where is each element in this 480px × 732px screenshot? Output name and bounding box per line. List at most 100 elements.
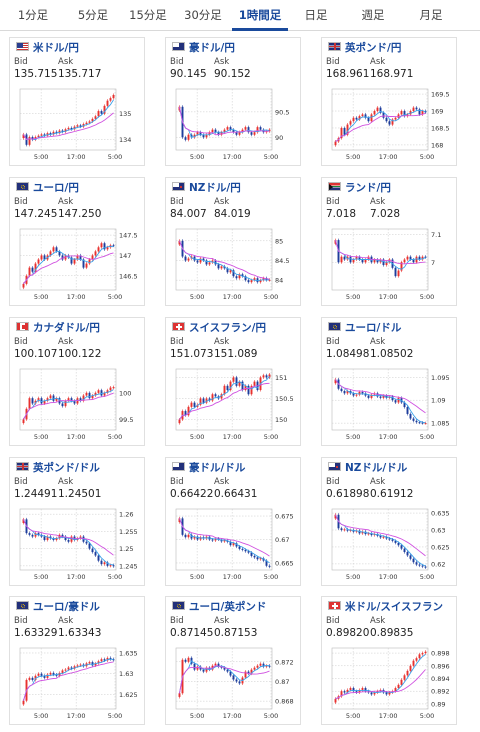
price-chart: 169.5 169 168.5 168 5:00 17:00 5:00 bbox=[324, 86, 456, 163]
tab-timeframe-7[interactable]: 週足 bbox=[361, 8, 385, 22]
bid-label: Bid bbox=[326, 57, 340, 67]
price-chart: 0.872 0.87 0.868 5:00 17:00 5:00 bbox=[168, 645, 300, 722]
candlestick-chart: 169.5 169 168.5 168 5:00 17:00 5:00 bbox=[331, 88, 450, 161]
candle-body bbox=[94, 552, 97, 556]
price-chart: 1.095 1.09 1.085 5:00 17:00 5:00 bbox=[324, 366, 456, 443]
flag-au-icon bbox=[172, 42, 185, 51]
candle-body bbox=[52, 538, 55, 541]
candle-body bbox=[187, 534, 190, 538]
x-tick-label: 5:00 bbox=[420, 293, 435, 301]
rate-card[interactable]: 米ドル/円 Bid Ask 135.715 135.717 135 134 5:00 17:00… bbox=[9, 37, 145, 166]
candle-body bbox=[247, 127, 250, 133]
ask-label: Ask bbox=[58, 477, 74, 487]
flag-ch-icon bbox=[172, 322, 185, 331]
rate-card[interactable]: ユーロ/豪ドル Bid Ask 1.63329 1.63343 1.635 1.63 1.62… bbox=[9, 596, 145, 725]
rate-card-header: 米ドル/スイスフラン bbox=[322, 597, 458, 614]
x-tick-label: 5:00 bbox=[346, 573, 361, 581]
x-tick-label: 5:00 bbox=[190, 433, 205, 441]
candle-body bbox=[424, 651, 427, 654]
rate-card[interactable]: スイスフラン/円 Bid Ask 151.073 151.089 151 150.5 150 5… bbox=[165, 317, 301, 446]
ask-value: 0.89835 bbox=[370, 627, 414, 639]
flag-eu-icon bbox=[16, 182, 29, 191]
flag-gb-icon bbox=[16, 462, 29, 471]
candle-body bbox=[376, 259, 379, 263]
rate-card-header: スイスフラン/円 bbox=[166, 318, 302, 335]
candle-body bbox=[106, 247, 109, 250]
candle-body bbox=[349, 530, 352, 532]
currency-pair-link[interactable]: スイスフラン/円 bbox=[189, 322, 267, 334]
currency-pair-link[interactable]: ユーロ/円 bbox=[33, 182, 79, 194]
price-chart: 0.675 0.67 0.665 5:00 17:00 5:00 bbox=[168, 506, 300, 583]
rate-card[interactable]: 米ドル/スイスフラン Bid Ask 0.89820 0.89835 0.898 0.896… bbox=[321, 596, 457, 725]
flag-za-icon bbox=[328, 182, 341, 191]
rate-card[interactable]: 豪ドル/円 Bid Ask 90.145 90.152 90.5 90 5:00 17:00 5:… bbox=[165, 37, 301, 166]
y-tick-label: 1.09 bbox=[431, 397, 445, 405]
candle-body bbox=[247, 671, 250, 674]
x-tick-label: 5:00 bbox=[108, 153, 123, 161]
tab-timeframe-2[interactable]: 5分足 bbox=[77, 8, 109, 22]
currency-pair-link[interactable]: 豪ドル/ドル bbox=[189, 462, 246, 474]
y-tick-label: 150 bbox=[275, 416, 287, 424]
candle-body bbox=[214, 129, 217, 133]
candle-body bbox=[103, 659, 106, 661]
bid-value: 1.08498 bbox=[326, 348, 370, 360]
candle-body bbox=[178, 693, 181, 697]
candle-body bbox=[214, 663, 217, 666]
rate-card[interactable]: カナダドル/円 Bid Ask 100.107 100.122 100 99.5 5:00 17… bbox=[9, 317, 145, 446]
x-tick-label: 5:00 bbox=[190, 712, 205, 720]
currency-pair-link[interactable]: ユーロ/豪ドル bbox=[33, 601, 100, 613]
candle-body bbox=[43, 400, 46, 404]
tab-timeframe-5[interactable]: 1時間足 bbox=[232, 0, 288, 31]
rate-card-header: ユーロ/ドル bbox=[322, 318, 458, 335]
currency-pair-link[interactable]: ユーロ/英ポンド bbox=[189, 601, 267, 613]
candle-body bbox=[109, 98, 112, 101]
candle-body bbox=[79, 398, 82, 401]
candle-body bbox=[73, 666, 76, 669]
rate-card[interactable]: 豪ドル/ドル Bid Ask 0.66422 0.66431 0.675 0.67 0.665… bbox=[165, 457, 301, 586]
candle-body bbox=[400, 679, 403, 685]
candle-body bbox=[415, 658, 418, 661]
tab-timeframe-6[interactable]: 日足 bbox=[304, 8, 328, 22]
rate-card[interactable]: ユーロ/円 Bid Ask 147.245 147.250 147.5 147 146.5 5:… bbox=[9, 177, 145, 306]
candle-body bbox=[178, 240, 181, 245]
candle-body bbox=[112, 659, 115, 661]
currency-pair-link[interactable]: NZドル/円 bbox=[189, 182, 241, 194]
currency-pair-link[interactable]: 米ドル/スイスフラン bbox=[345, 601, 444, 613]
y-tick-label: 0.63 bbox=[431, 527, 445, 535]
rate-card[interactable]: NZドル/円 Bid Ask 84.007 84.019 85 84.5 84 5:00 17:0… bbox=[165, 177, 301, 306]
currency-pair-link[interactable]: ランド/円 bbox=[345, 182, 391, 194]
candle-body bbox=[187, 406, 190, 416]
rate-card[interactable]: ユーロ/英ポンド Bid Ask 0.87145 0.87153 0.872 0.87 0.8… bbox=[165, 596, 301, 725]
tab-timeframe-1[interactable]: 1分足 bbox=[17, 8, 49, 22]
rate-card[interactable]: 英ポンド/ドル Bid Ask 1.24491 1.24501 1.26 1.255 1.25… bbox=[9, 457, 145, 586]
candle-body bbox=[349, 688, 352, 690]
currency-pair-link[interactable]: ユーロ/ドル bbox=[345, 322, 402, 334]
candle-body bbox=[391, 119, 394, 125]
rate-card[interactable]: 英ポンド/円 Bid Ask 168.961 168.971 169.5 169 168.5 1… bbox=[321, 37, 457, 166]
rate-card[interactable]: ユーロ/ドル Bid Ask 1.08498 1.08502 1.095 1.09 1.085… bbox=[321, 317, 457, 446]
candle-body bbox=[358, 530, 361, 534]
candle-body bbox=[94, 663, 97, 666]
candle-body bbox=[361, 259, 364, 263]
candle-body bbox=[229, 381, 232, 391]
plot-frame bbox=[19, 88, 117, 151]
currency-pair-link[interactable]: カナダドル/円 bbox=[33, 322, 100, 334]
currency-pair-link[interactable]: 豪ドル/円 bbox=[189, 42, 235, 54]
candle-body bbox=[31, 677, 34, 680]
ask-value: 1.08502 bbox=[370, 348, 414, 360]
candle-body bbox=[205, 260, 208, 265]
currency-pair-link[interactable]: 米ドル/円 bbox=[33, 42, 79, 54]
candle-body bbox=[418, 109, 421, 115]
currency-pair-link[interactable]: NZドル/ドル bbox=[345, 462, 408, 474]
tab-timeframe-4[interactable]: 30分足 bbox=[184, 8, 222, 22]
candlestick-chart: 0.872 0.87 0.868 5:00 17:00 5:00 bbox=[175, 647, 294, 720]
currency-pair-link[interactable]: 英ポンド/円 bbox=[345, 42, 402, 54]
tab-timeframe-8[interactable]: 月足 bbox=[419, 8, 443, 22]
x-tick-label: 17:00 bbox=[379, 153, 398, 161]
rate-card[interactable]: NZドル/ドル Bid Ask 0.61898 0.61912 0.635 0.63 0.62… bbox=[321, 457, 457, 586]
y-tick-label: 0.898 bbox=[431, 650, 450, 658]
y-tick-label: 147 bbox=[119, 252, 131, 260]
rate-card[interactable]: ランド/円 Bid Ask 7.018 7.028 7.1 7 5:00 17:00 5:00 bbox=[321, 177, 457, 306]
tab-timeframe-3[interactable]: 15分足 bbox=[129, 8, 167, 22]
currency-pair-link[interactable]: 英ポンド/ドル bbox=[33, 462, 100, 474]
